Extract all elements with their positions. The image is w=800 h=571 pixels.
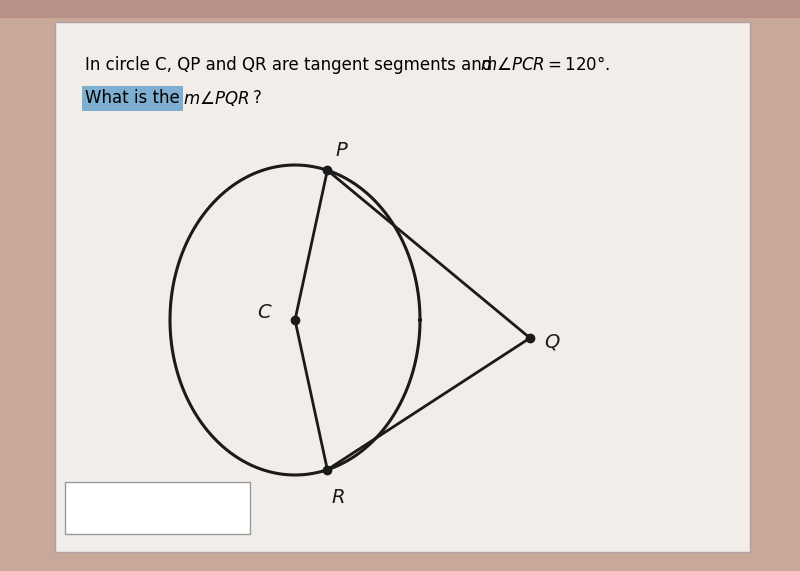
Text: ?: ? bbox=[253, 89, 262, 107]
Text: What is the: What is the bbox=[85, 89, 180, 107]
Bar bbox=[55, 22, 750, 552]
Bar bbox=[65, 482, 250, 534]
Text: $m\angle PCR = 120°.$: $m\angle PCR = 120°.$ bbox=[480, 56, 610, 74]
Text: $C$: $C$ bbox=[258, 303, 273, 321]
Text: $Q$: $Q$ bbox=[544, 332, 561, 352]
Text: $m\angle PQR$: $m\angle PQR$ bbox=[183, 89, 249, 107]
Text: In circle C, QP and QR are tangent segments and: In circle C, QP and QR are tangent segme… bbox=[85, 56, 498, 74]
Text: $P$: $P$ bbox=[335, 141, 349, 160]
Text: $R$: $R$ bbox=[330, 488, 344, 506]
Bar bbox=[0, 0, 800, 18]
